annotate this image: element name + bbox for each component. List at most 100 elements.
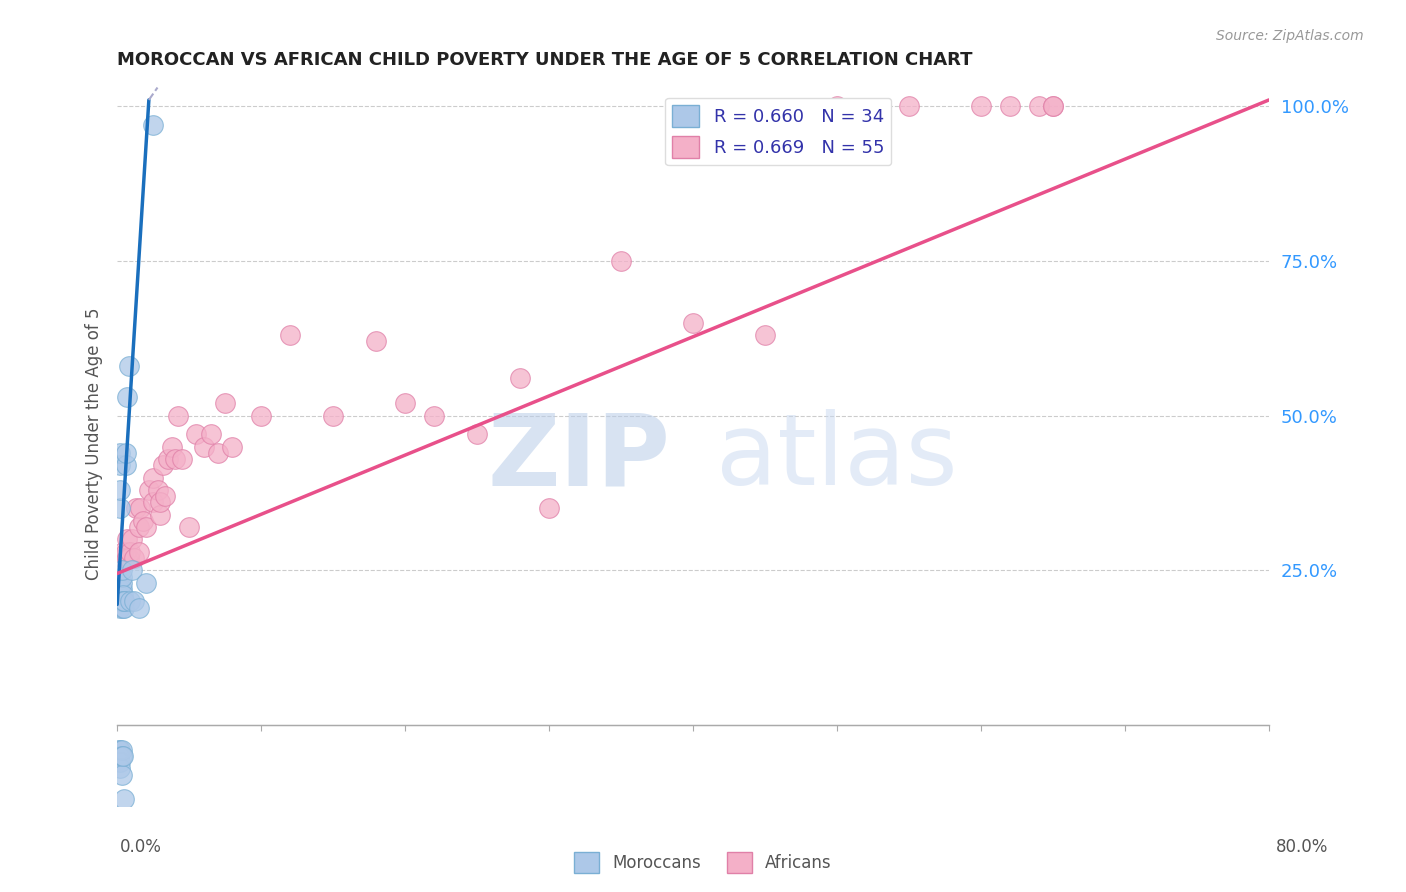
Point <box>118 359 141 373</box>
Point <box>124 551 146 566</box>
Point <box>107 743 129 757</box>
Point <box>107 594 129 608</box>
Point <box>114 545 136 559</box>
Point <box>112 600 135 615</box>
Point <box>107 575 129 590</box>
Point <box>160 440 183 454</box>
Point <box>278 328 301 343</box>
Point <box>1028 99 1050 113</box>
Point <box>112 594 135 608</box>
Point <box>111 594 134 608</box>
Point <box>118 551 141 566</box>
Point <box>120 545 142 559</box>
Point <box>112 594 135 608</box>
Point <box>465 427 488 442</box>
Point <box>114 446 136 460</box>
Point <box>610 253 633 268</box>
Point <box>423 409 446 423</box>
Point <box>153 489 176 503</box>
Point <box>108 756 131 770</box>
Point <box>108 458 131 472</box>
Point <box>129 501 152 516</box>
Point <box>111 588 134 602</box>
Point <box>207 446 229 460</box>
Point <box>111 594 134 608</box>
Point <box>107 594 129 608</box>
Point <box>366 334 388 349</box>
Legend: R = 0.660   N = 34, R = 0.669   N = 55: R = 0.660 N = 34, R = 0.669 N = 55 <box>665 97 891 165</box>
Text: Source: ZipAtlas.com: Source: ZipAtlas.com <box>1216 29 1364 43</box>
Legend: Moroccans, Africans: Moroccans, Africans <box>568 846 838 880</box>
Point <box>825 99 848 113</box>
Point <box>128 520 150 534</box>
Point <box>156 452 179 467</box>
Point <box>898 99 921 113</box>
Point <box>142 118 165 132</box>
Point <box>110 582 132 596</box>
Point <box>107 582 129 596</box>
Point <box>128 545 150 559</box>
Point <box>110 563 132 577</box>
Text: MOROCCAN VS AFRICAN CHILD POVERTY UNDER THE AGE OF 5 CORRELATION CHART: MOROCCAN VS AFRICAN CHILD POVERTY UNDER … <box>117 51 973 69</box>
Point <box>110 569 132 583</box>
Point <box>142 495 165 509</box>
Point <box>120 594 142 608</box>
Point <box>221 440 243 454</box>
Point <box>146 483 169 497</box>
Point <box>117 533 139 547</box>
Point <box>200 427 222 442</box>
Point <box>108 762 131 776</box>
Point <box>754 328 776 343</box>
Point <box>110 594 132 608</box>
Point <box>322 409 344 423</box>
Point <box>112 792 135 806</box>
Text: 80.0%: 80.0% <box>1277 838 1329 855</box>
Point <box>128 600 150 615</box>
Point <box>110 743 132 757</box>
Point <box>193 440 215 454</box>
Point <box>112 551 135 566</box>
Point <box>149 495 172 509</box>
Point <box>110 551 132 566</box>
Point <box>166 409 188 423</box>
Point <box>111 545 134 559</box>
Point <box>108 600 131 615</box>
Point <box>108 501 131 516</box>
Point <box>682 316 704 330</box>
Point <box>149 508 172 522</box>
Point <box>179 520 201 534</box>
Point <box>111 600 134 615</box>
Point <box>132 514 155 528</box>
Point <box>170 452 193 467</box>
Point <box>111 594 134 608</box>
Point <box>394 396 416 410</box>
Point <box>121 533 143 547</box>
Point <box>138 483 160 497</box>
Point <box>214 396 236 410</box>
Point <box>117 551 139 566</box>
Point <box>107 749 129 764</box>
Point <box>121 563 143 577</box>
Point <box>124 594 146 608</box>
Point <box>1042 99 1064 113</box>
Point <box>135 520 157 534</box>
Text: atlas: atlas <box>716 409 957 507</box>
Point <box>110 749 132 764</box>
Point <box>186 427 208 442</box>
Point <box>110 575 132 590</box>
Point <box>135 575 157 590</box>
Point <box>110 767 132 781</box>
Point <box>538 501 561 516</box>
Point <box>163 452 186 467</box>
Point <box>108 446 131 460</box>
Point <box>110 594 132 608</box>
Point <box>114 458 136 472</box>
Y-axis label: Child Poverty Under the Age of 5: Child Poverty Under the Age of 5 <box>86 307 103 580</box>
Text: 0.0%: 0.0% <box>120 838 162 855</box>
Point <box>125 501 148 516</box>
Point <box>1042 99 1064 113</box>
Point <box>152 458 174 472</box>
Text: ZIP: ZIP <box>488 409 671 507</box>
Point <box>108 483 131 497</box>
Point <box>970 99 993 113</box>
